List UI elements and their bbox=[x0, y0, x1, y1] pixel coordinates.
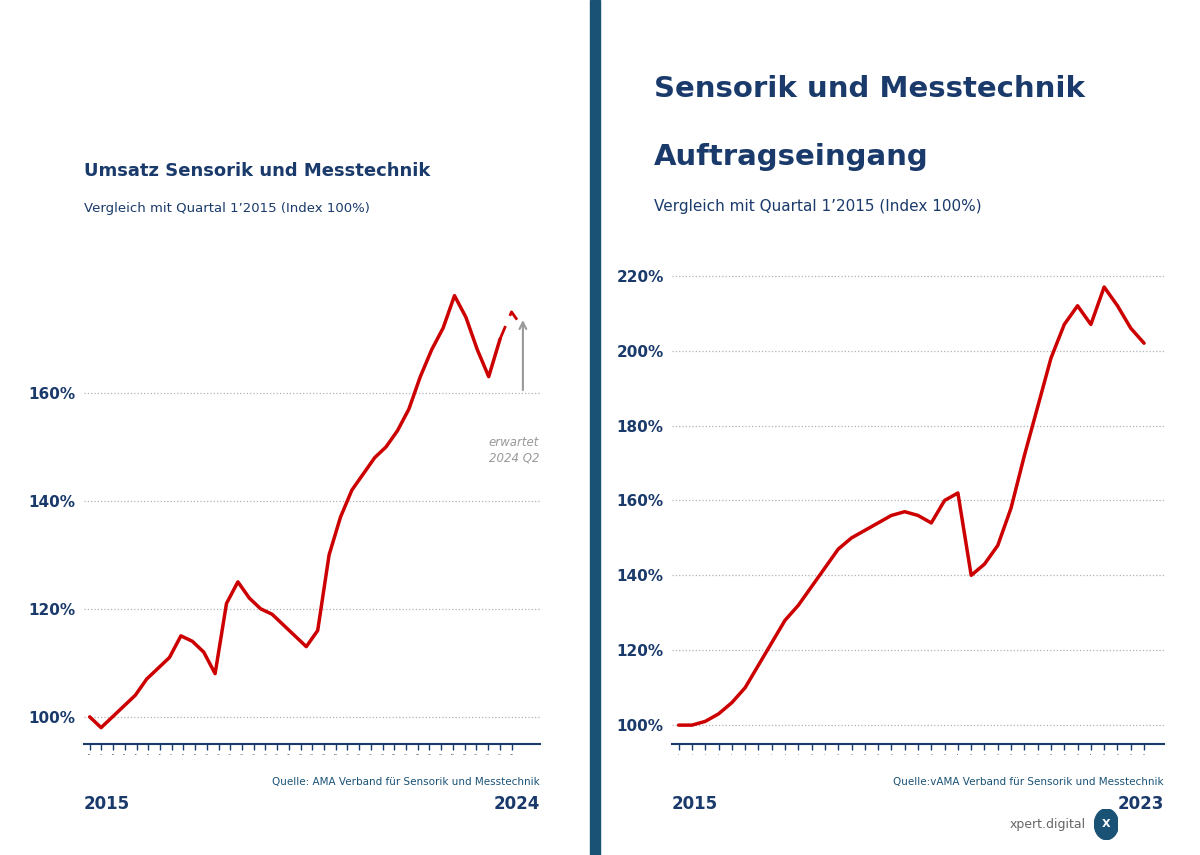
Circle shape bbox=[1094, 809, 1118, 840]
Text: Vergleich mit Quartal 1’2015 (Index 100%): Vergleich mit Quartal 1’2015 (Index 100%… bbox=[654, 198, 982, 214]
Text: xpert.digital: xpert.digital bbox=[1010, 818, 1086, 831]
Text: 2015: 2015 bbox=[84, 795, 130, 813]
Text: Auftragseingang: Auftragseingang bbox=[654, 143, 929, 171]
Text: Umsatz Sensorik und Messtechnik: Umsatz Sensorik und Messtechnik bbox=[84, 162, 431, 180]
Text: 2024: 2024 bbox=[493, 795, 540, 813]
Text: Sensorik und Messtechnik: Sensorik und Messtechnik bbox=[654, 74, 1085, 103]
Text: Vergleich mit Quartal 1’2015 (Index 100%): Vergleich mit Quartal 1’2015 (Index 100%… bbox=[84, 203, 370, 215]
Text: X: X bbox=[1102, 819, 1111, 829]
Text: Quelle:vAMA Verband für Sensorik und Messtechnik: Quelle:vAMA Verband für Sensorik und Mes… bbox=[893, 777, 1164, 787]
Text: Quelle: AMA Verband für Sensorik und Messtechnik: Quelle: AMA Verband für Sensorik und Mes… bbox=[272, 777, 540, 787]
Text: 2023: 2023 bbox=[1117, 795, 1164, 813]
Text: erwartet
2024 Q2: erwartet 2024 Q2 bbox=[488, 436, 539, 464]
Text: 2015: 2015 bbox=[672, 795, 718, 813]
